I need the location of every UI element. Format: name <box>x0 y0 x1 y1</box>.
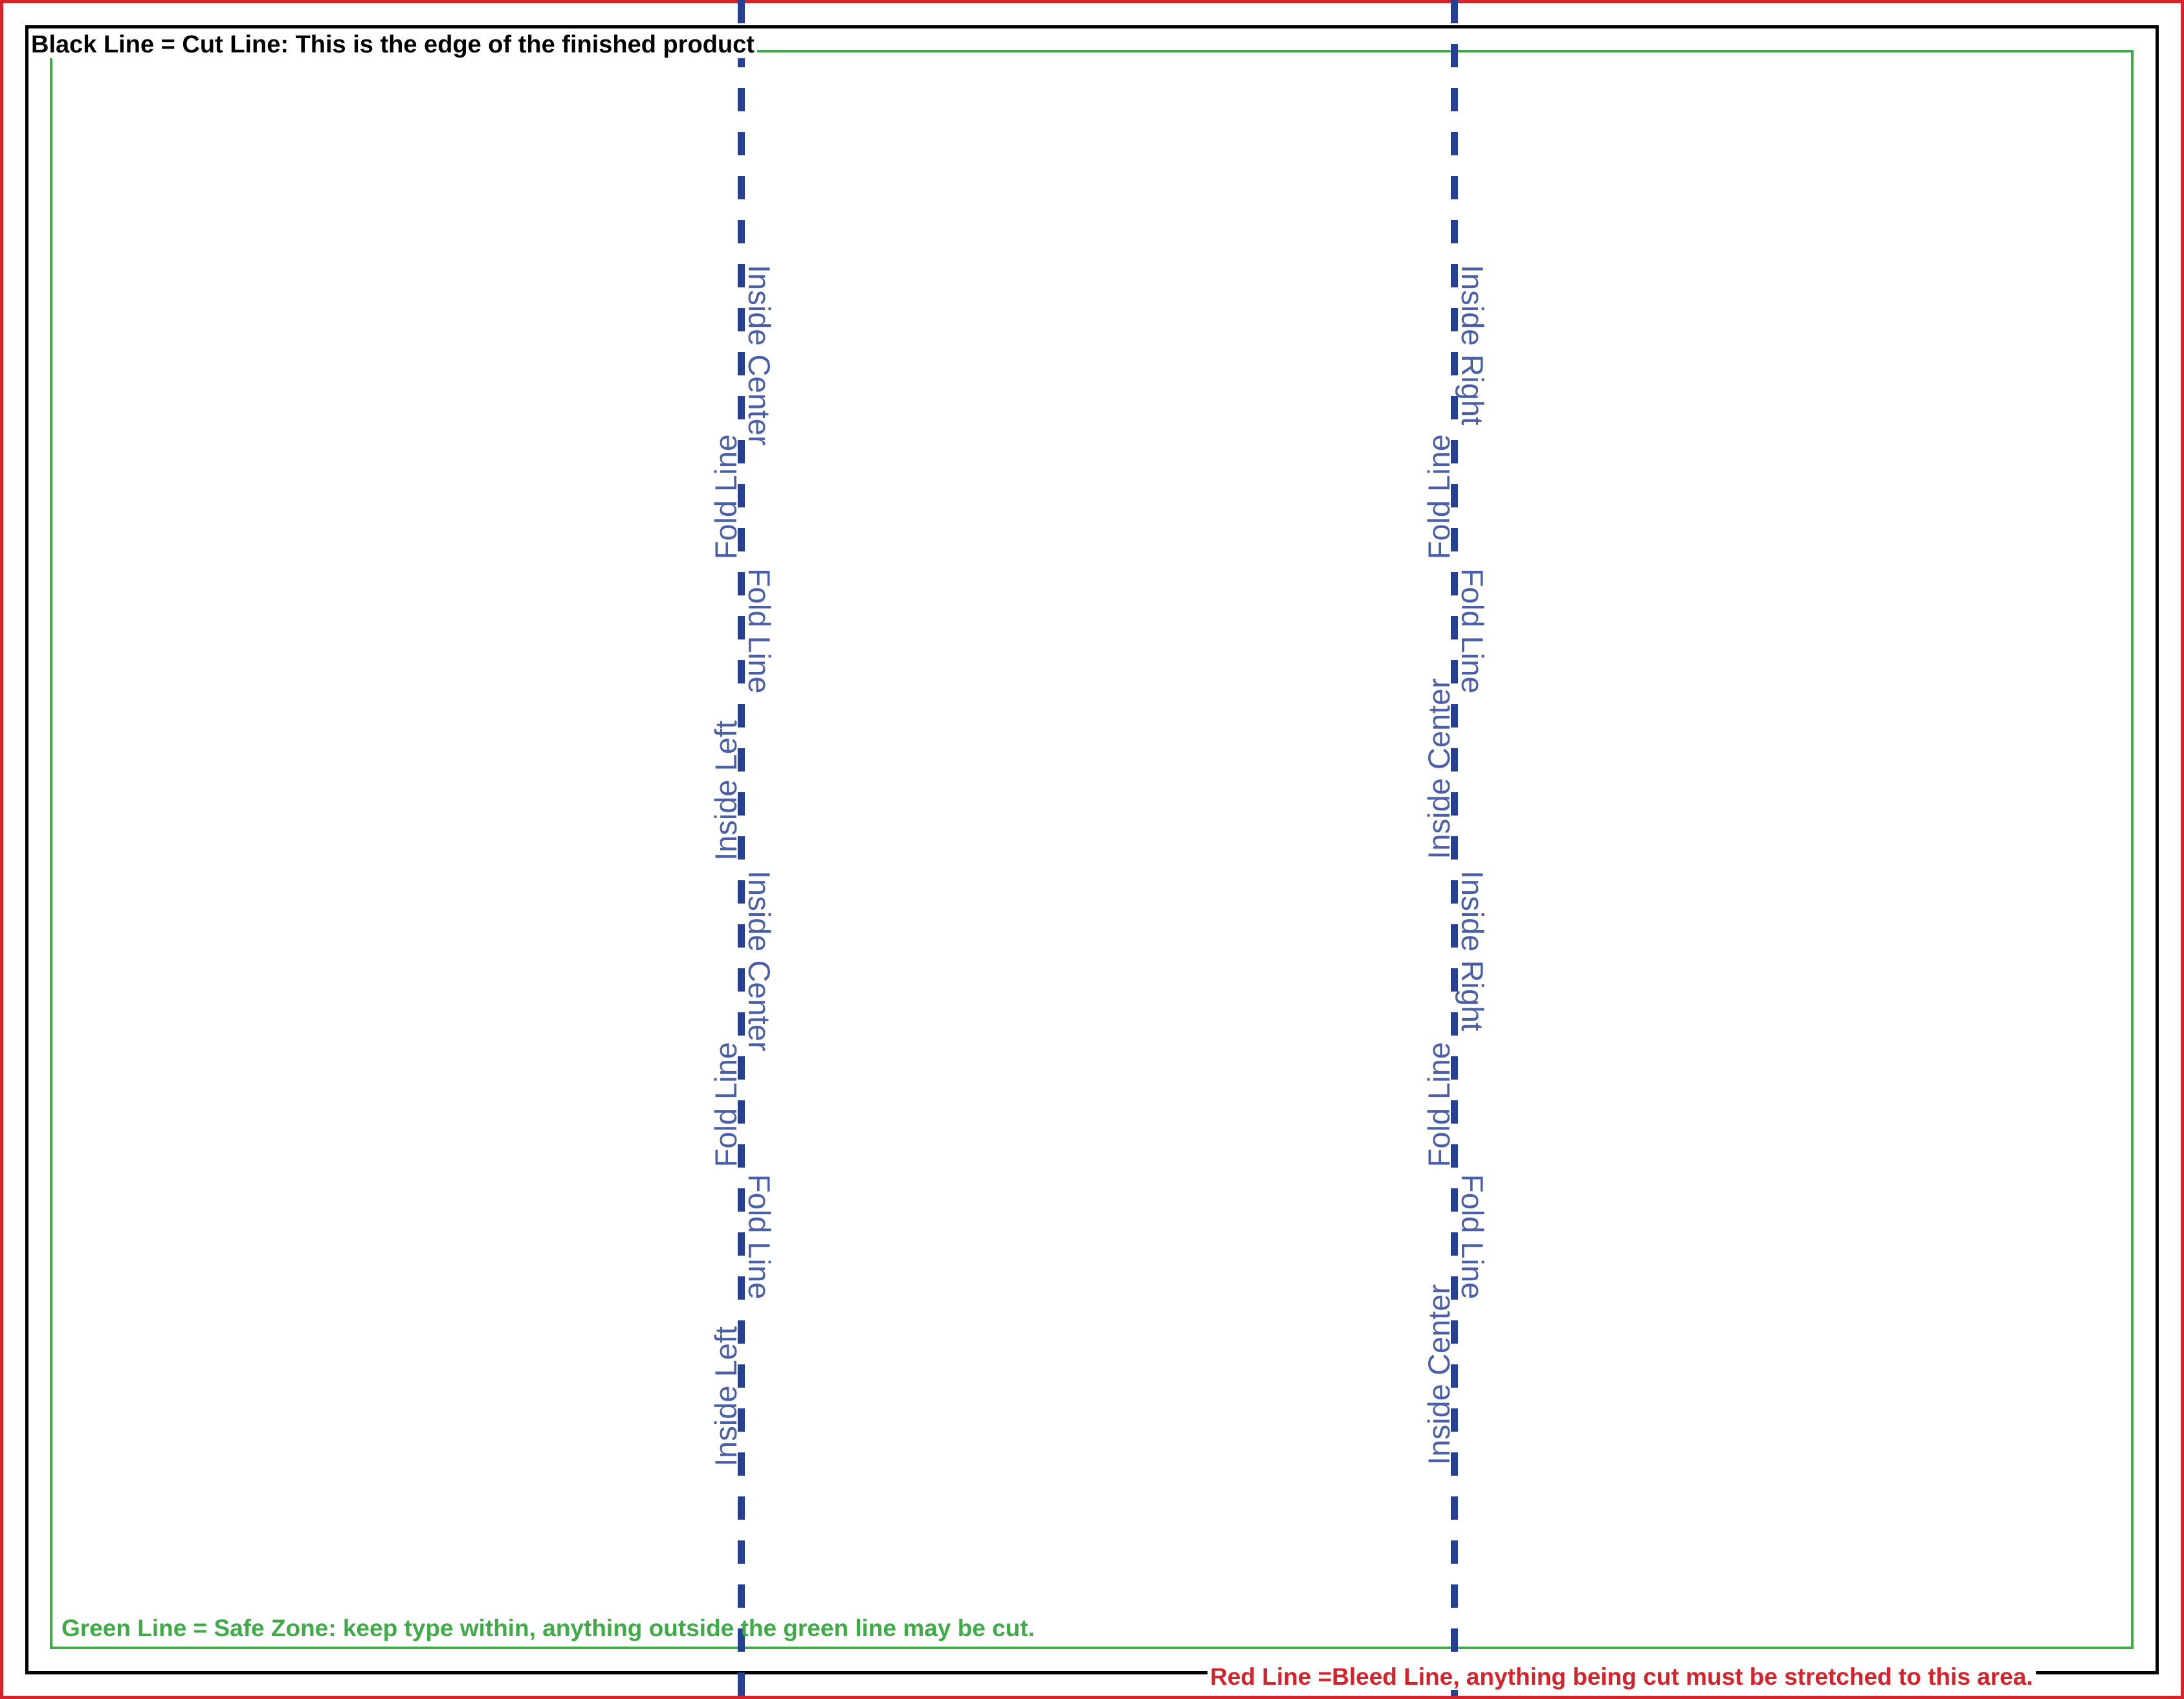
safe-zone-line <box>50 50 2134 1649</box>
fold-label: Inside Left <box>709 720 743 861</box>
fold-label: Inside Right <box>1455 871 1490 1032</box>
fold-label: Fold Line <box>1422 1042 1456 1168</box>
cut-line <box>25 25 2159 1674</box>
fold-label: Fold Line <box>1455 1174 1490 1300</box>
fold-label: Inside Center <box>742 871 777 1052</box>
fold-label: Inside Right <box>1455 265 1490 426</box>
fold-label: Fold Line <box>742 1174 777 1300</box>
fold-line-left <box>738 0 745 1699</box>
fold-label: Fold Line <box>1422 434 1456 560</box>
fold-label: Fold Line <box>742 568 777 694</box>
cut-line-note: Black Line = Cut Line: This is the edge … <box>30 32 757 58</box>
fold-label: Inside Left <box>709 1326 743 1467</box>
fold-label: Fold Line <box>1455 568 1490 694</box>
fold-label: Fold Line <box>709 434 743 560</box>
safe-zone-note: Green Line = Safe Zone: keep type within… <box>61 1615 1035 1641</box>
fold-label: Inside Center <box>1422 1284 1456 1465</box>
fold-label: Inside Center <box>1422 678 1456 860</box>
fold-label: Inside Center <box>742 265 777 446</box>
bleed-line-note: Red Line =Bleed Line, anything being cut… <box>1208 1664 2036 1690</box>
fold-label: Fold Line <box>709 1042 743 1168</box>
fold-line-right <box>1451 0 1458 1699</box>
